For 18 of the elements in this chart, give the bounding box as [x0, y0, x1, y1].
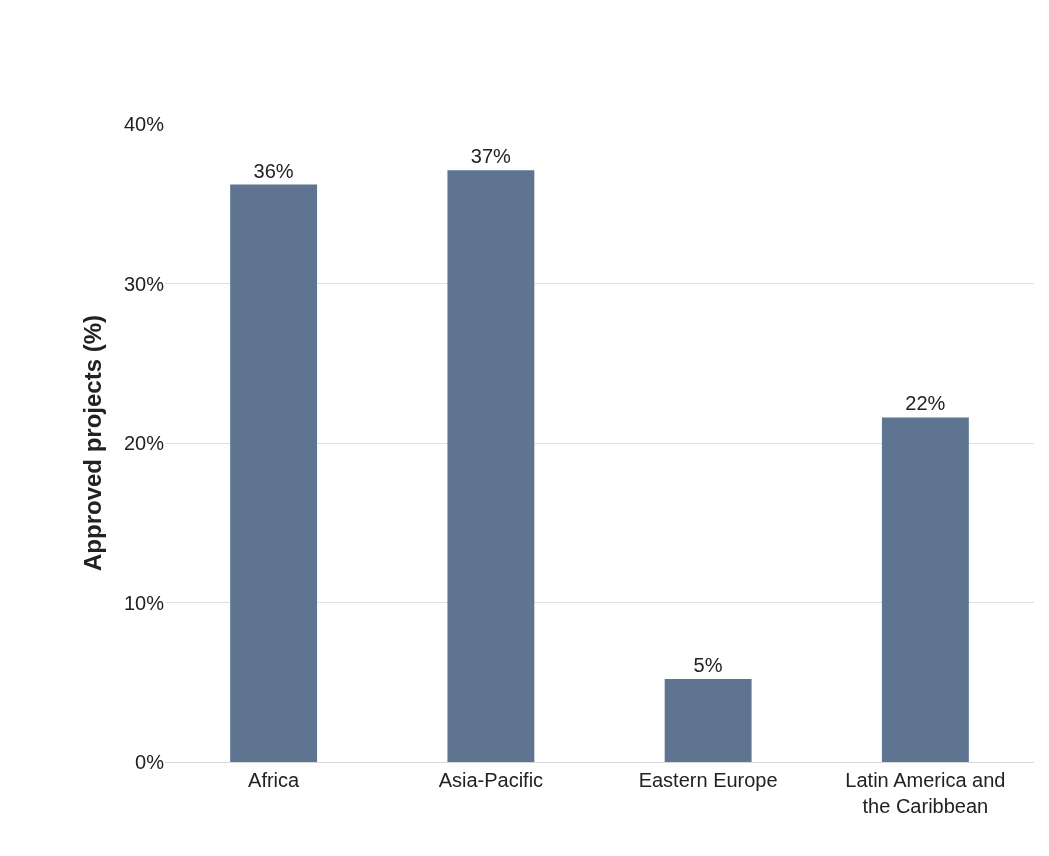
- y-tick-label: 20%: [123, 432, 165, 454]
- data-label: 22%: [905, 392, 946, 415]
- x-tick-label: Africa: [248, 769, 301, 791]
- x-tick-label: Asia-Pacific: [438, 769, 544, 791]
- bar: [230, 184, 318, 762]
- y-tick-label: 40%: [123, 113, 165, 135]
- data-label: 5%: [693, 654, 723, 677]
- y-tick-label: 0%: [135, 751, 165, 773]
- data-label: 37%: [470, 145, 511, 168]
- bar: [447, 170, 535, 762]
- y-tick-label: 30%: [123, 272, 165, 295]
- bar: [881, 417, 969, 762]
- y-axis-title: Approved projects (%): [79, 314, 107, 572]
- x-tick-label: Latin America and the Caribbean: [845, 769, 1006, 817]
- data-label: 36%: [253, 159, 294, 182]
- y-tick-label: 10%: [123, 591, 165, 614]
- x-tick-label: Eastern Europe: [638, 769, 778, 791]
- bar: [664, 679, 752, 762]
